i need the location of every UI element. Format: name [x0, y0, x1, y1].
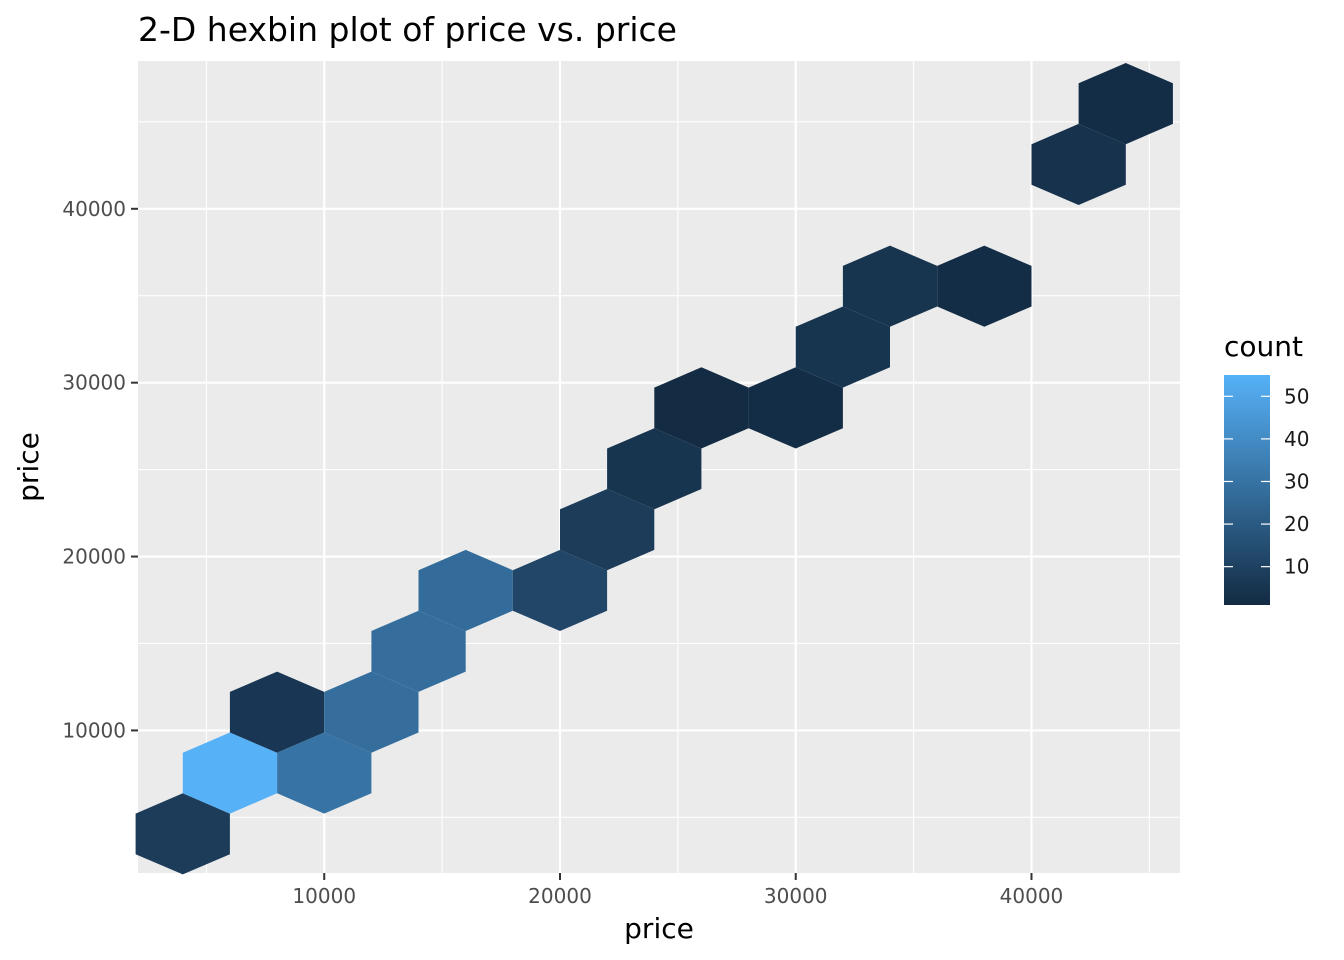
y-tick-label: 30000: [62, 371, 126, 395]
x-tick-label: 20000: [528, 884, 592, 908]
hex-bin: [560, 489, 655, 571]
legend-label: 30: [1284, 469, 1309, 493]
x-axis-title: price: [624, 912, 694, 945]
legend-label: 20: [1284, 512, 1309, 536]
hex-bin: [135, 793, 230, 875]
y-tick-label: 10000: [62, 718, 126, 742]
x-tick-label: 40000: [1000, 884, 1064, 908]
hex-bin: [1031, 123, 1126, 205]
x-tick-label: 10000: [292, 884, 356, 908]
hex-bin: [795, 306, 890, 388]
legend-colorbar: [1224, 375, 1270, 605]
hex-bin: [324, 671, 419, 753]
hex-bin: [607, 428, 702, 510]
hex-bin: [512, 549, 608, 631]
y-tick-label: 20000: [62, 545, 126, 569]
y-axis-title: price: [12, 432, 45, 502]
chart-title: 2-D hexbin plot of price vs. price: [138, 10, 677, 49]
hex-bin: [748, 367, 843, 449]
hex-bin: [937, 245, 1032, 327]
hex-bin: [371, 610, 466, 692]
legend-label: 10: [1284, 555, 1309, 579]
hex-bin: [418, 549, 513, 631]
x-tick-label: 30000: [764, 884, 828, 908]
hex-bin: [654, 367, 749, 449]
hex-bin: [842, 245, 938, 327]
hex-bin: [1078, 63, 1173, 145]
hex-bin: [277, 732, 372, 814]
hex-bins: [135, 63, 1173, 875]
legend-label: 50: [1284, 384, 1309, 408]
legend-ticks: 10 20 30 40 50: [1224, 384, 1309, 579]
y-tick-label: 40000: [62, 197, 126, 221]
legend: count 10 20 30 40 50: [1224, 330, 1309, 605]
hex-bin: [229, 671, 325, 753]
x-axis: 10000 20000 30000 40000: [292, 873, 1063, 908]
hex-bin: [182, 732, 278, 814]
legend-label: 40: [1284, 427, 1309, 451]
y-axis: 10000 20000 30000 40000: [62, 197, 138, 742]
legend-title: count: [1224, 330, 1303, 363]
